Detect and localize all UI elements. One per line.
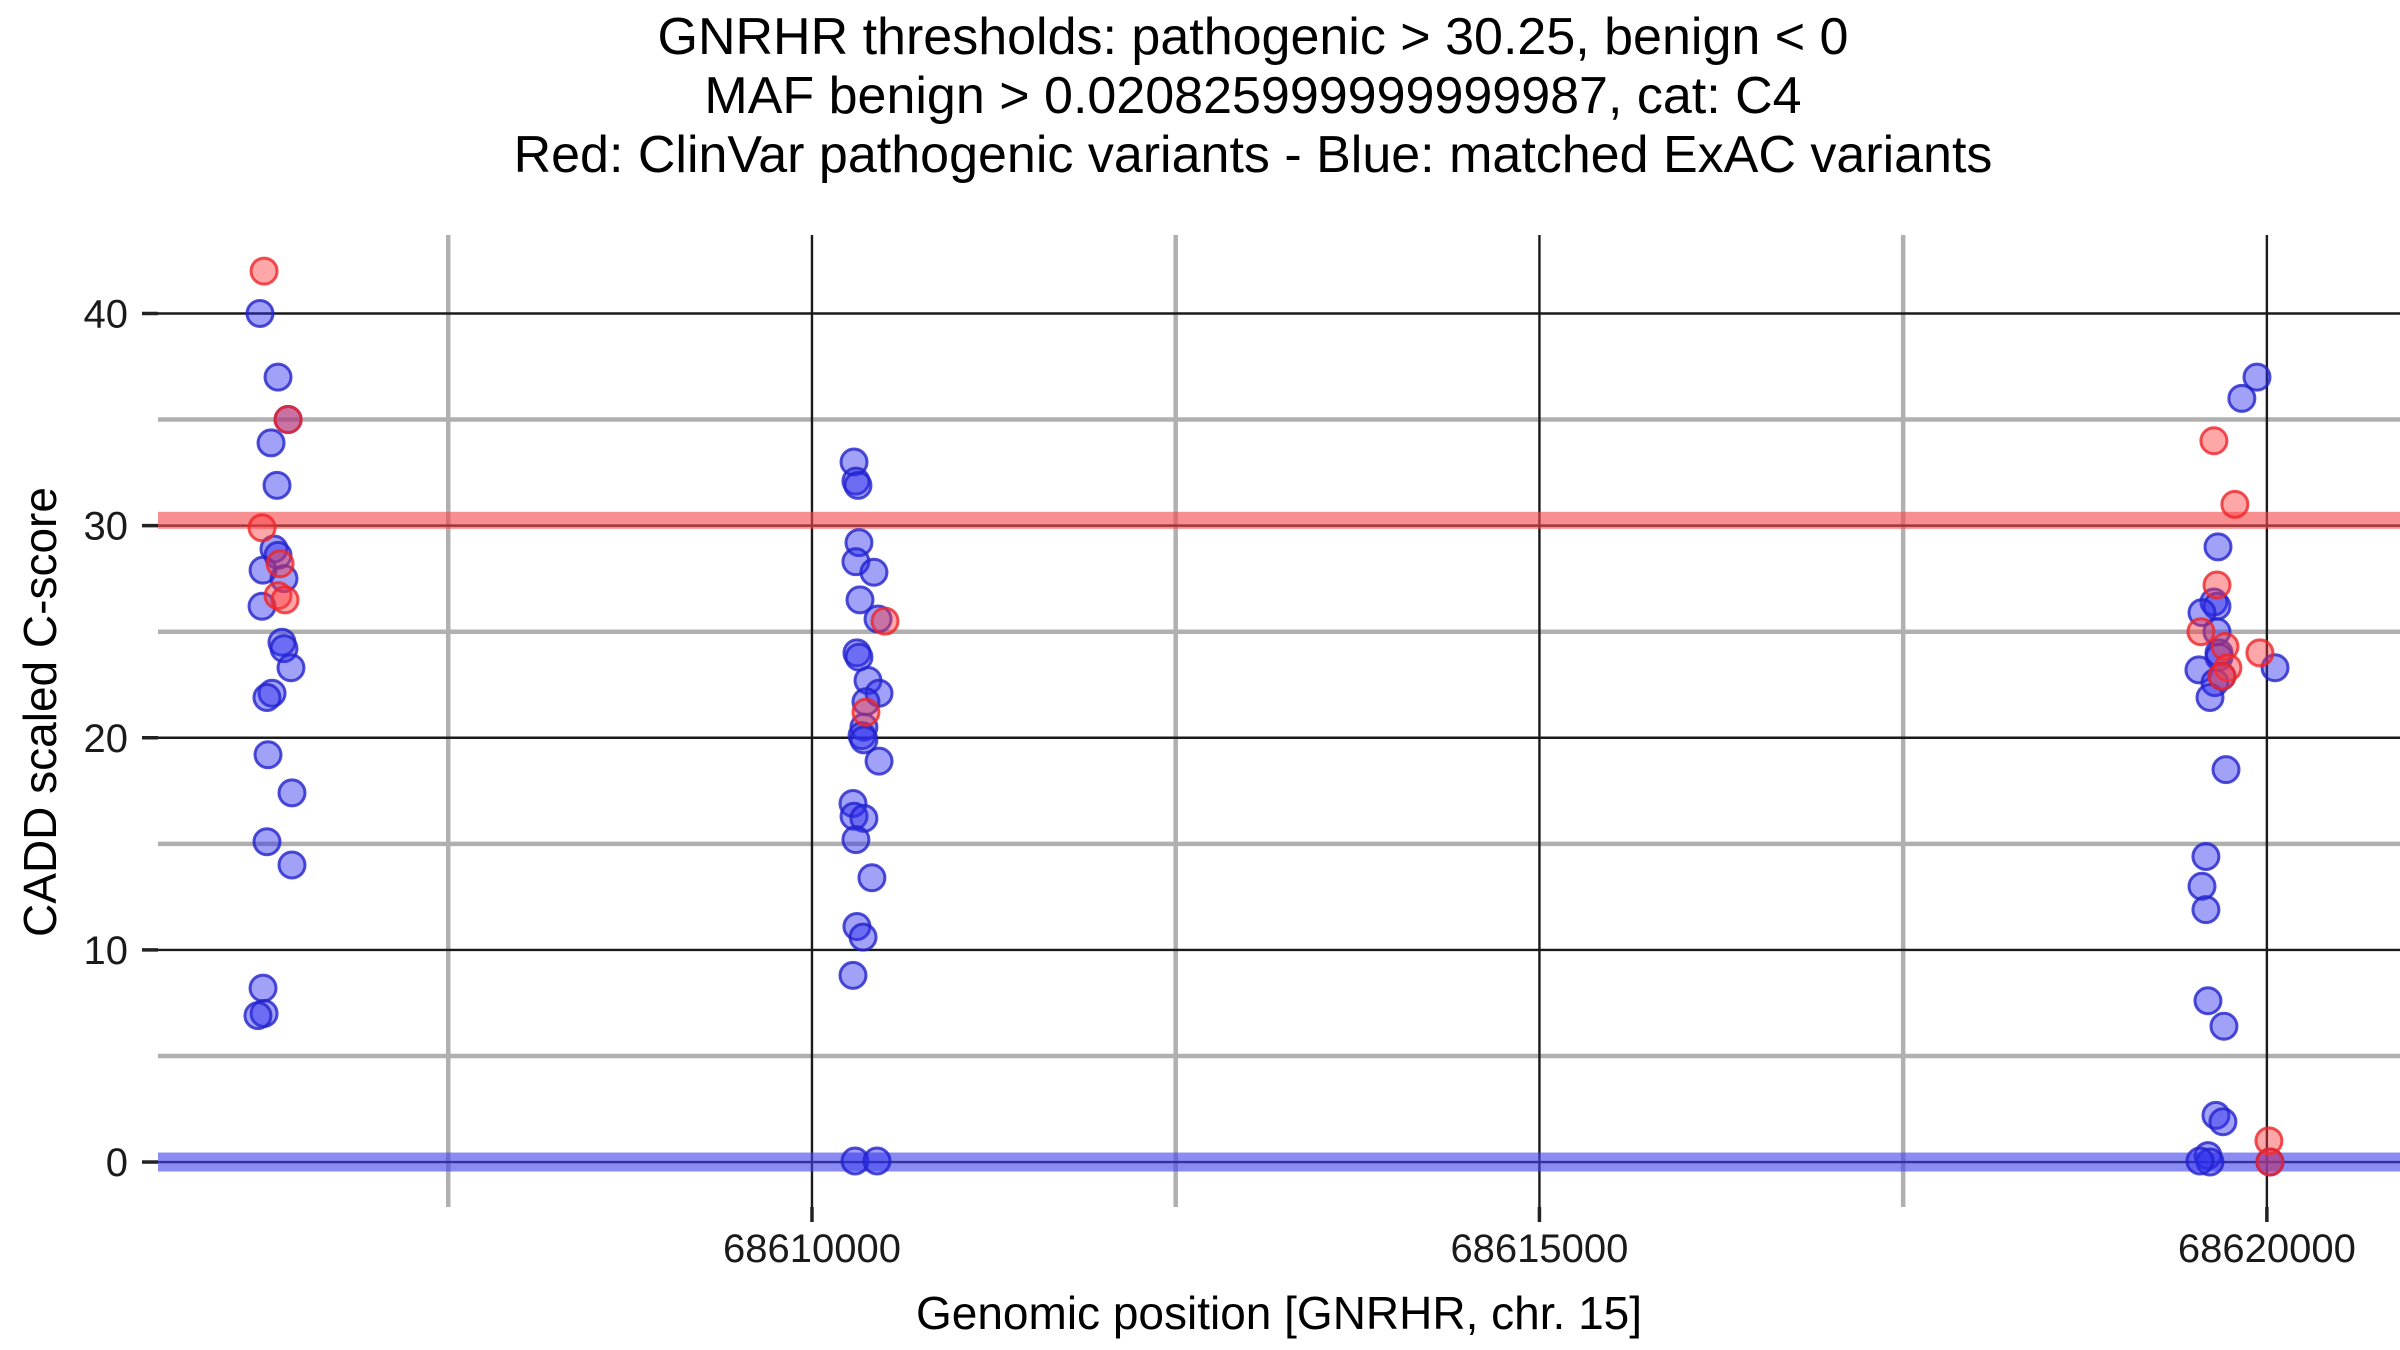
data-point-red bbox=[851, 697, 881, 727]
y-axis-title: CADD scaled C-score bbox=[14, 487, 66, 937]
data-point-blue bbox=[252, 827, 282, 857]
data-point-blue bbox=[253, 740, 283, 770]
data-point-blue bbox=[2193, 986, 2223, 1016]
y-tick-label: 0 bbox=[106, 1141, 128, 1185]
data-point-blue bbox=[277, 778, 307, 808]
data-point-blue bbox=[263, 362, 293, 392]
data-point-red bbox=[247, 513, 277, 543]
data-point-blue bbox=[848, 922, 878, 952]
data-point-red bbox=[2207, 661, 2237, 691]
data-point-red bbox=[2220, 489, 2250, 519]
data-point-red bbox=[2245, 638, 2275, 668]
y-tick-label: 10 bbox=[84, 929, 129, 973]
data-point-blue bbox=[2185, 1146, 2215, 1176]
data-point-blue bbox=[864, 746, 894, 776]
chart-title-line-2: MAF benign > 0.020825999999999987, cat: … bbox=[704, 67, 1802, 125]
data-point-red bbox=[2210, 632, 2240, 662]
data-point-blue bbox=[2227, 383, 2257, 413]
data-point-red bbox=[870, 606, 900, 636]
data-point-red bbox=[265, 549, 295, 579]
data-point-red bbox=[273, 405, 303, 435]
data-point-blue bbox=[2191, 895, 2221, 925]
data-point-blue bbox=[2208, 1107, 2238, 1137]
data-point-blue bbox=[277, 850, 307, 880]
x-tick-label: 68610000 bbox=[723, 1227, 901, 1271]
data-point-blue bbox=[2191, 842, 2221, 872]
data-point-blue bbox=[256, 428, 286, 458]
benign-threshold-band bbox=[158, 1152, 2400, 1172]
data-point-red bbox=[2255, 1147, 2285, 1177]
data-point-blue bbox=[2187, 871, 2217, 901]
data-point-blue bbox=[857, 863, 887, 893]
data-point-blue bbox=[243, 1001, 273, 1031]
x-axis-title: Genomic position [GNRHR, chr. 15] bbox=[915, 1287, 1643, 1339]
data-point-red bbox=[2254, 1126, 2284, 1156]
data-point-blue bbox=[2211, 755, 2241, 785]
data-point-red bbox=[2202, 570, 2232, 600]
data-point-blue bbox=[276, 653, 306, 683]
data-point-blue bbox=[2209, 1011, 2239, 1041]
data-point-red bbox=[270, 585, 300, 615]
data-point-blue bbox=[849, 725, 879, 755]
data-point-blue bbox=[838, 960, 868, 990]
data-point-red bbox=[2186, 617, 2216, 647]
chart-title: GNRHR thresholds: pathogenic > 30.25, be… bbox=[53, 8, 2400, 185]
data-point-blue bbox=[245, 298, 275, 328]
y-tick-label: 30 bbox=[84, 505, 129, 549]
pathogenic-threshold-band bbox=[158, 511, 2400, 529]
data-point-blue bbox=[248, 973, 278, 1003]
data-point-blue bbox=[839, 801, 869, 831]
data-point-blue bbox=[845, 585, 875, 615]
chart-title-line-3: Red: ClinVar pathogenic variants - Blue:… bbox=[513, 126, 1993, 184]
data-point-blue bbox=[849, 803, 879, 833]
data-point-blue bbox=[841, 825, 871, 855]
data-point-blue bbox=[862, 1146, 892, 1176]
data-point-blue bbox=[2203, 532, 2233, 562]
data-point-blue bbox=[252, 682, 282, 712]
chart-title-line-1: GNRHR thresholds: pathogenic > 30.25, be… bbox=[657, 8, 1849, 66]
data-point-blue bbox=[843, 470, 873, 500]
y-tick-label: 20 bbox=[84, 717, 129, 761]
data-point-red bbox=[249, 256, 279, 286]
data-point-blue bbox=[2242, 362, 2272, 392]
data-point-blue bbox=[2195, 1147, 2225, 1177]
data-point-blue bbox=[859, 557, 889, 587]
x-tick-label: 68615000 bbox=[1450, 1227, 1628, 1271]
y-tick-label: 40 bbox=[84, 292, 129, 336]
data-point-blue bbox=[262, 470, 292, 500]
data-point-red bbox=[2199, 426, 2229, 456]
x-tick-label: 68620000 bbox=[2178, 1227, 2356, 1271]
data-point-blue bbox=[840, 1146, 870, 1176]
